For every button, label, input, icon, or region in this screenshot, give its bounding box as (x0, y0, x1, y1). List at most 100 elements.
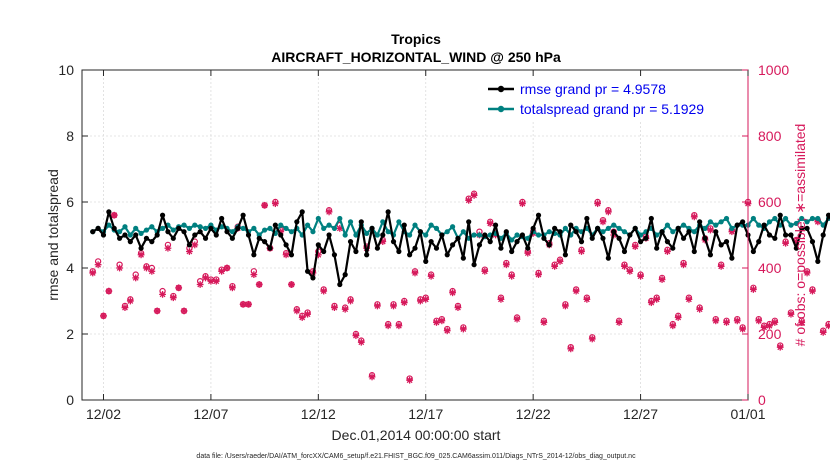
obs-assimilated-point (454, 304, 462, 311)
obs-assimilated-point (664, 248, 671, 255)
rmse-point (799, 225, 805, 231)
rmse-point (444, 252, 450, 258)
rmse-point (256, 235, 262, 241)
totalspread-point (799, 215, 805, 222)
left-y-axis-label: rmse and totalspread (45, 169, 61, 301)
totalspread-point (772, 215, 778, 222)
rmse-point (127, 239, 133, 245)
obs-assimilated-point (508, 272, 516, 280)
totalspread-point (460, 229, 466, 235)
rmse-point (825, 212, 830, 218)
totalspread-point (616, 225, 622, 231)
rmse-point (482, 232, 488, 238)
rmse-point (251, 252, 257, 258)
totalspread-point (138, 230, 144, 236)
obs-assimilated-point (186, 248, 193, 255)
rmse-point (208, 225, 214, 231)
totalspread-point (546, 229, 552, 235)
obs-assimilated-point (169, 294, 177, 302)
rmse-point (374, 245, 381, 251)
obs-assimilated-point (497, 295, 505, 303)
obs-assimilated-point (803, 269, 811, 277)
y-right-tick-label: 200 (758, 326, 782, 342)
totalspread-point (562, 225, 568, 231)
totalspread-point (535, 232, 542, 238)
obs-assimilated-point (320, 287, 328, 295)
obs-assimilated-point (416, 297, 424, 305)
totalspread-point (611, 222, 617, 228)
obs-assimilated-point (819, 328, 827, 336)
totalspread-point (278, 222, 284, 228)
rmse-point (165, 229, 171, 235)
totalspread-point (116, 229, 123, 235)
obs-assimilated-point (653, 295, 661, 303)
rmse-point (299, 209, 305, 215)
obs-assimilated-point (282, 251, 290, 259)
rmse-point (562, 252, 568, 258)
obs-assimilated-point (578, 248, 585, 255)
totalspread-point (407, 232, 413, 238)
totalspread-point (664, 222, 671, 228)
rmse-point (777, 212, 783, 218)
obs-assimilated-point (255, 281, 263, 288)
rmse-point (364, 252, 370, 258)
rmse-point (380, 232, 386, 238)
right-y-axis-ticks: 0 200 400 600 800 1000 (742, 62, 789, 408)
rmse-point (176, 225, 182, 231)
totalspread-point (423, 232, 429, 238)
rmse-point (552, 225, 558, 231)
obs-assimilated-point (572, 287, 580, 295)
rmse-point (498, 245, 504, 251)
totalspread-point (127, 232, 133, 238)
rmse-point (804, 225, 810, 231)
obs-assimilated-point (352, 332, 360, 340)
totalspread-point (229, 229, 235, 235)
obs-assimilated-point (228, 284, 236, 292)
obs-assimilated-point (325, 208, 333, 216)
totalspread-point (267, 225, 273, 231)
obs-assimilated-point (449, 289, 456, 297)
obs-assimilated-point (121, 304, 129, 311)
totalspread-point (600, 229, 606, 235)
obs-assimilated-point (191, 241, 199, 249)
y-right-tick-label: 0 (758, 392, 766, 408)
rmse-point (766, 232, 773, 238)
x-tick-label: 12/17 (408, 406, 443, 422)
obs-assimilated-point (470, 192, 478, 199)
obs-assimilated-point (202, 274, 209, 282)
totalspread-point (702, 225, 708, 231)
obs-assimilated-point (368, 373, 376, 381)
obs-assimilated-point (696, 305, 704, 313)
rmse-point (331, 252, 338, 258)
obs-assimilated-point (126, 297, 134, 305)
totalspread-point (186, 225, 193, 231)
rmse-point (229, 235, 235, 241)
x-tick-label: 01/01 (730, 406, 765, 422)
totalspread-point (718, 219, 724, 225)
rmse-point (643, 235, 649, 241)
rmse-point (820, 232, 826, 238)
totalspread-point (605, 225, 611, 231)
rmse-point (519, 232, 526, 238)
obs-assimilated-point (669, 322, 677, 330)
obs-assimilated-point (588, 335, 596, 343)
rmse-point (654, 245, 660, 251)
rmse-point (664, 239, 671, 245)
rmse-point (337, 281, 343, 288)
rmse-point (525, 245, 531, 251)
rmse-point (353, 248, 359, 255)
rmse-point (90, 229, 96, 235)
rmse-point (433, 245, 440, 251)
obs-assimilated-point (707, 226, 714, 234)
obs-assimilated-point (712, 317, 720, 325)
totalspread-point (170, 227, 176, 233)
obs-assimilated-point (825, 322, 830, 330)
rmse-point (697, 219, 703, 225)
x-axis-label: Dec.01,2014 00:00:00 start (332, 427, 501, 443)
rmse-point (686, 229, 692, 235)
obs-assimilated-point (89, 269, 97, 277)
totalspread-point (621, 229, 628, 235)
rmse-point (788, 232, 794, 238)
rmse-point (449, 242, 456, 248)
totalspread-point (476, 232, 483, 238)
